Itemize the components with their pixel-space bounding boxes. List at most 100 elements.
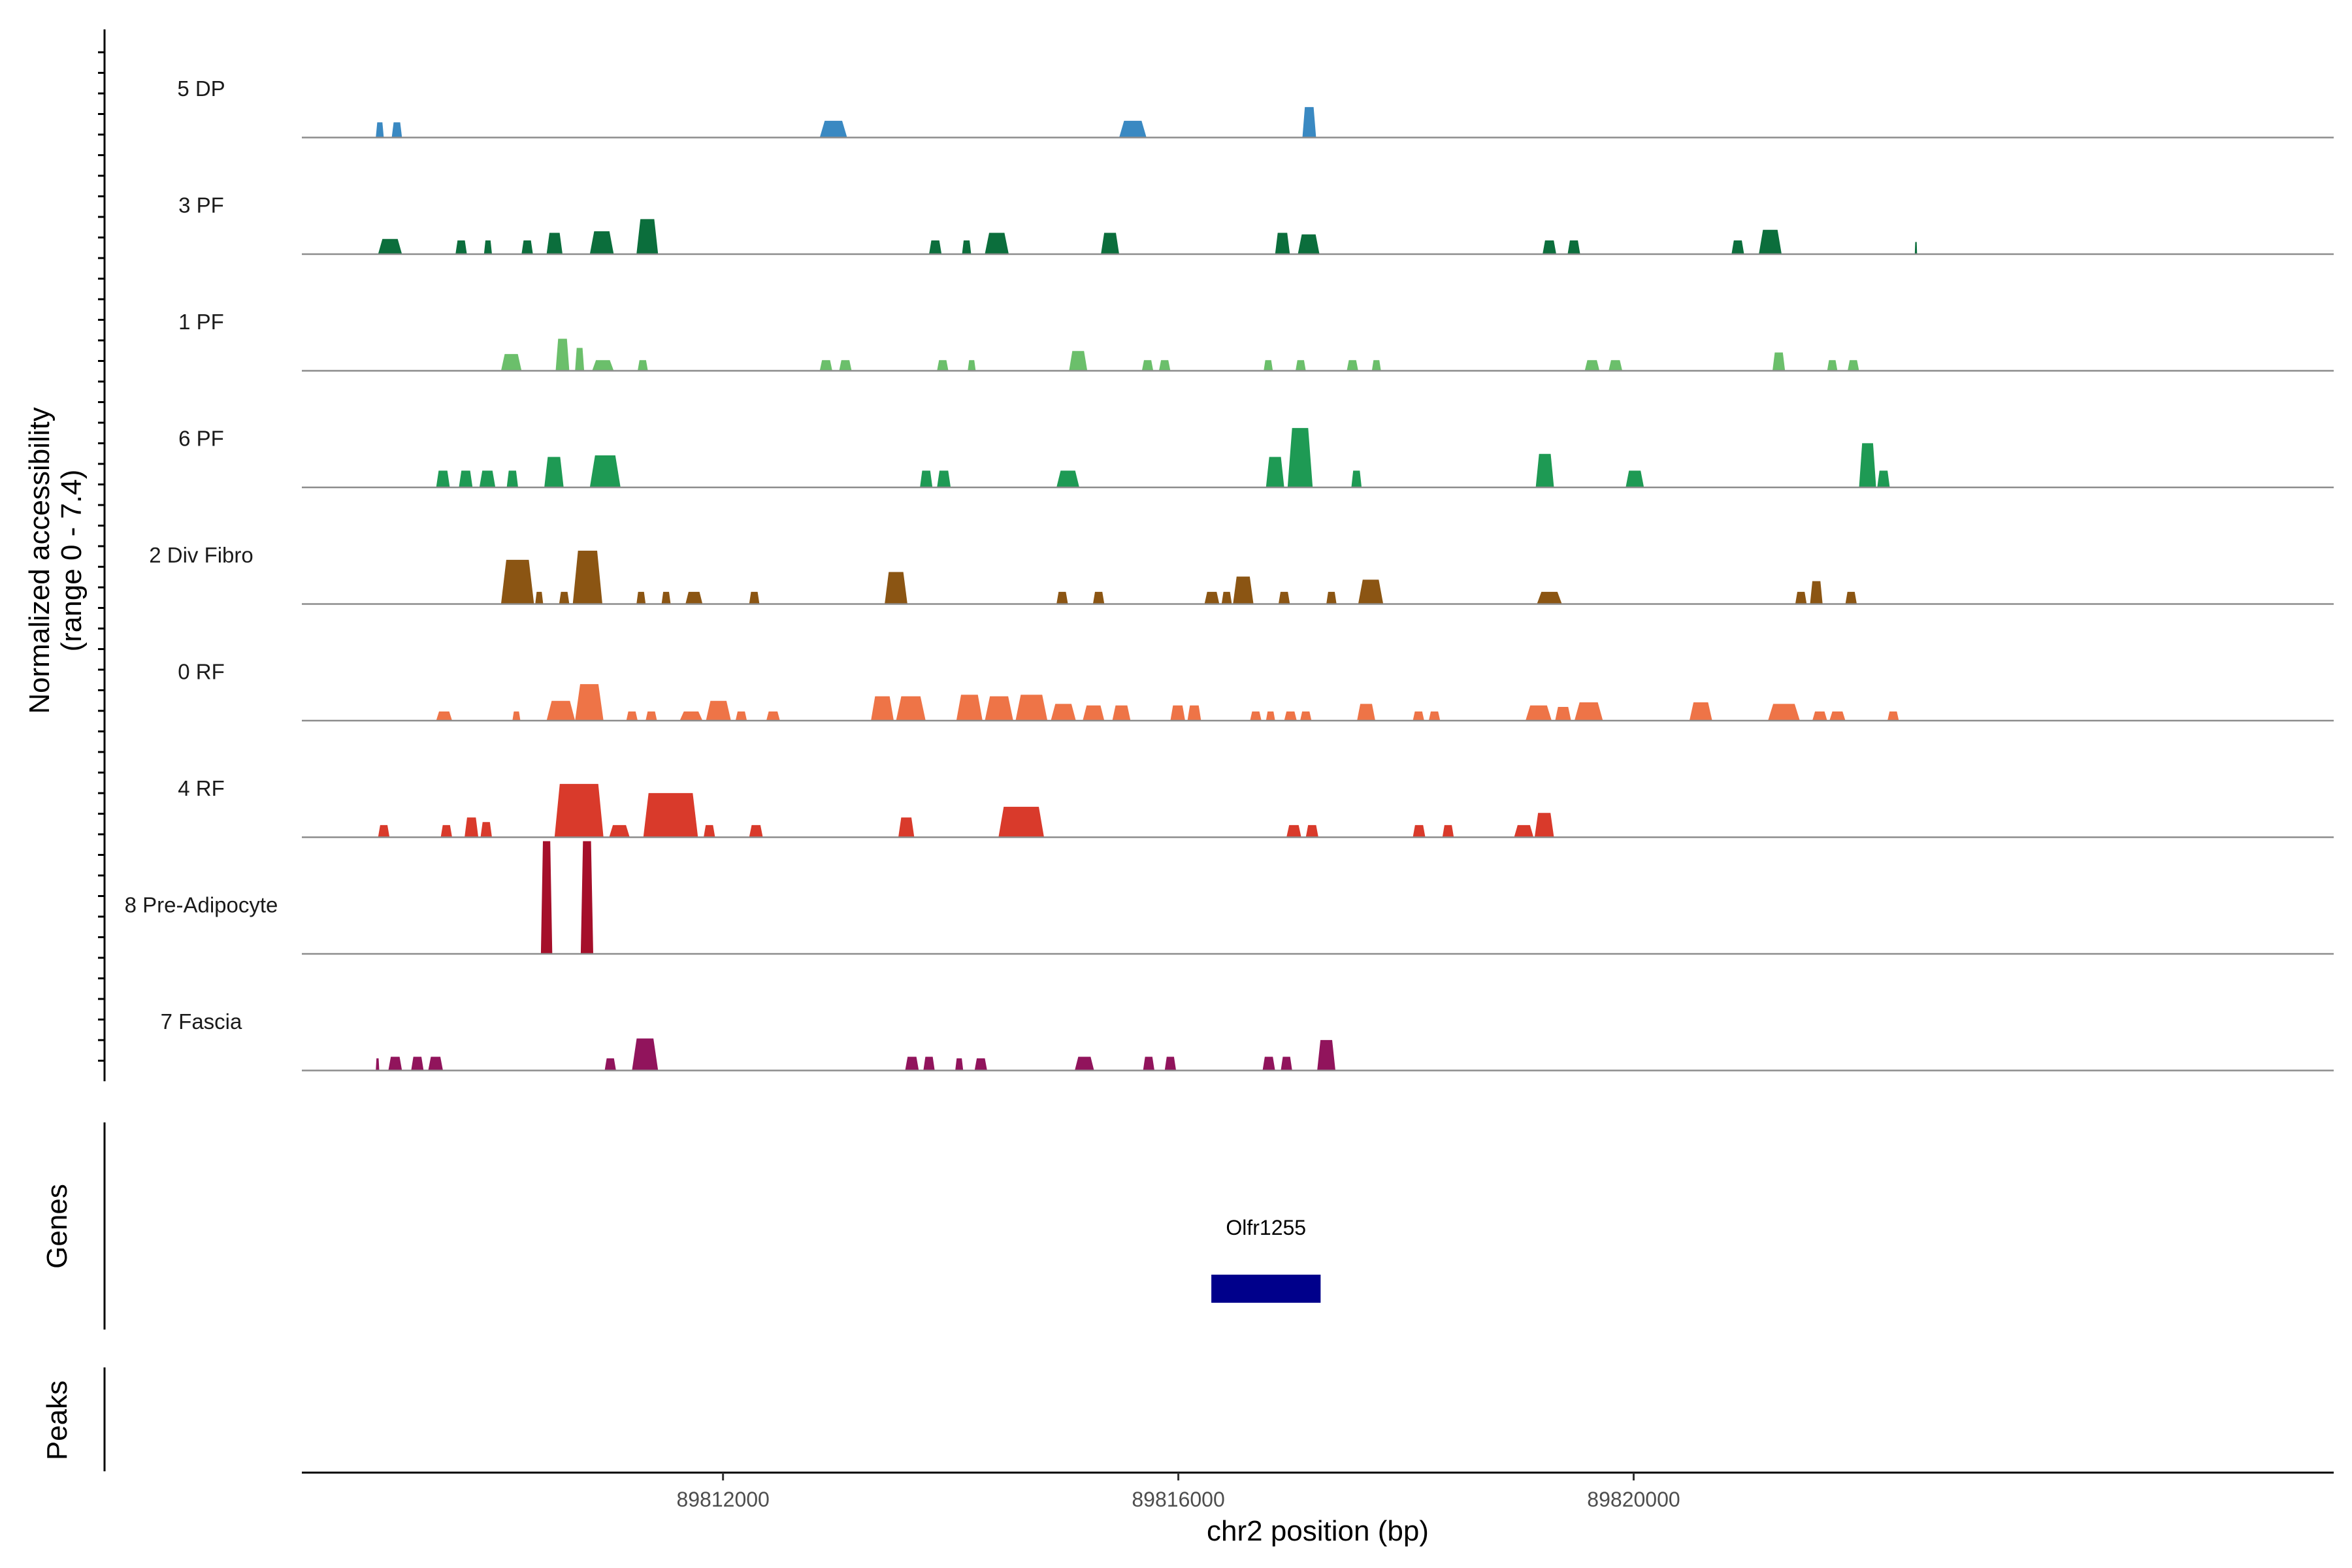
- accessibility-peak: [1300, 711, 1312, 721]
- accessibility-peak: [1056, 470, 1079, 487]
- accessibility-peak: [1286, 825, 1301, 838]
- accessibility-peak: [626, 711, 638, 721]
- accessibility-peak: [1143, 1056, 1154, 1071]
- accessibility-peak: [559, 591, 570, 604]
- accessibility-peak: [455, 240, 467, 254]
- accessibility-peak: [1298, 234, 1320, 254]
- track-label: 8 Pre-Adipocyte: [125, 893, 278, 917]
- track-3-pf: 3 PF: [178, 193, 2334, 255]
- accessibility-peak: [500, 353, 522, 371]
- accessibility-peak: [555, 338, 570, 371]
- accessibility-peak: [546, 233, 563, 254]
- accessibility-peak: [1250, 711, 1262, 721]
- accessibility-peak: [1141, 360, 1154, 371]
- accessibility-peak: [1810, 581, 1823, 604]
- accessibility-peak: [1284, 711, 1297, 721]
- accessibility-peak: [512, 711, 521, 721]
- accessibility-peak: [1281, 1056, 1292, 1071]
- accessibility-peak: [1574, 702, 1603, 721]
- accessibility-peak: [1829, 711, 1846, 721]
- accessibility-peak: [1056, 591, 1068, 604]
- accessibility-peak: [636, 591, 646, 604]
- accessibility-peak: [937, 360, 949, 371]
- accessibility-peak: [638, 360, 648, 371]
- accessibility-peak: [1170, 705, 1185, 721]
- accessibility-peak: [1305, 825, 1318, 838]
- accessibility-peak: [1112, 705, 1131, 721]
- coverage-tracks: 5 DP 3 PF 1 PF 6 PF 2 Div Fibro 0 RF 4 RF 8 Pre…: [125, 76, 2334, 1071]
- accessibility-peak: [1428, 711, 1441, 721]
- accessibility-peak: [956, 694, 983, 721]
- y-axis-title-line1: Normalized accessibility: [24, 407, 56, 713]
- accessibility-peak: [1514, 825, 1534, 838]
- track-8-pre-adipocyte: 8 Pre-Adipocyte: [125, 841, 2334, 955]
- peaks-track-title: Peaks: [41, 1380, 73, 1460]
- accessibility-peak: [1413, 711, 1424, 721]
- accessibility-peak: [645, 711, 657, 721]
- accessibility-peak: [1266, 711, 1275, 721]
- accessibility-peak: [1221, 591, 1232, 604]
- accessibility-peak: [1347, 360, 1358, 371]
- accessibility-peak: [592, 360, 614, 371]
- accessibility-peak: [589, 231, 614, 254]
- accessibility-peak: [955, 1058, 964, 1071]
- genes-track: Olfr1255: [1211, 1216, 1321, 1303]
- accessibility-peak: [937, 470, 951, 487]
- accessibility-peak: [1827, 360, 1838, 371]
- accessibility-peak: [1187, 705, 1201, 721]
- accessibility-peak: [819, 120, 847, 138]
- accessibility-peak: [1233, 576, 1254, 604]
- track-label: 1 PF: [178, 310, 224, 334]
- accessibility-peak: [1768, 704, 1800, 721]
- track-label: 3 PF: [178, 193, 224, 218]
- accessibility-peak: [632, 1038, 659, 1071]
- accessibility-peak: [580, 841, 593, 954]
- x-axis-title: chr2 position (bp): [1207, 1515, 1429, 1547]
- accessibility-peak: [1357, 704, 1375, 721]
- accessibility-peak: [376, 122, 384, 138]
- accessibility-peak: [546, 700, 576, 721]
- x-axis: 89812000 89816000 89820000: [302, 1471, 2334, 1511]
- accessibility-peak: [1264, 360, 1273, 371]
- accessibility-peak: [554, 783, 604, 838]
- track-2-div-fibro: 2 Div Fibro: [149, 543, 2334, 605]
- y-axis-title-line2: (range 0 - 7.4): [56, 470, 88, 652]
- accessibility-peak: [1543, 240, 1556, 254]
- accessibility-peak: [679, 711, 703, 721]
- accessibility-peak: [1371, 360, 1381, 371]
- accessibility-peak: [1278, 591, 1290, 604]
- accessibility-peak: [1092, 591, 1105, 604]
- accessibility-peak: [1302, 106, 1316, 138]
- track-label: 0 RF: [178, 660, 225, 684]
- accessibility-peak: [1689, 702, 1712, 721]
- accessibility-peak: [749, 825, 763, 838]
- accessibility-peak: [609, 825, 630, 838]
- accessibility-peak: [436, 470, 450, 487]
- track-1-pf: 1 PF: [178, 310, 2334, 372]
- accessibility-peak: [896, 696, 926, 721]
- accessibility-peak: [1848, 360, 1859, 371]
- accessibility-peak: [500, 559, 534, 604]
- accessibility-peak: [962, 240, 972, 254]
- accessibility-peak: [1204, 591, 1220, 604]
- accessibility-peak: [643, 792, 698, 838]
- accessibility-peak: [706, 700, 731, 721]
- accessibility-peak: [1083, 705, 1105, 721]
- left-axes: [98, 29, 106, 1471]
- accessibility-peak: [1413, 825, 1426, 838]
- accessibility-peak: [819, 360, 832, 371]
- accessibility-peak: [685, 591, 703, 604]
- accessibility-peak: [1119, 120, 1147, 138]
- accessibility-peak: [1759, 229, 1782, 254]
- x-tick-label: 89820000: [1587, 1488, 1680, 1511]
- accessibility-peak: [839, 360, 852, 371]
- accessibility-peak: [923, 1056, 935, 1071]
- accessibility-peak: [1442, 825, 1454, 838]
- accessibility-peak: [1351, 470, 1362, 487]
- accessibility-peak: [391, 122, 402, 138]
- accessibility-peak: [1534, 813, 1554, 838]
- accessibility-peak: [535, 591, 544, 604]
- track-label: 7 Fascia: [161, 1009, 242, 1034]
- genes-track-title: Genes: [41, 1184, 73, 1269]
- accessibility-peak: [1275, 233, 1290, 254]
